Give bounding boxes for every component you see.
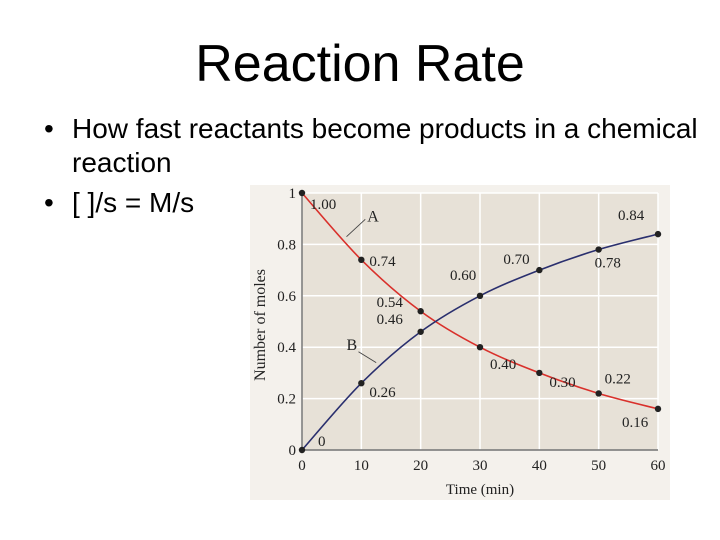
data-label: 0.30 bbox=[549, 375, 575, 391]
data-label: 0.70 bbox=[503, 252, 529, 268]
bullet-item: [ ]/s = M/s bbox=[44, 186, 712, 220]
y-tick-label: 0 bbox=[289, 443, 297, 459]
data-label: 1.00 bbox=[310, 197, 336, 213]
data-point bbox=[298, 189, 306, 197]
data-point bbox=[536, 266, 543, 274]
x-tick-label: 20 bbox=[413, 458, 428, 474]
series-name-label: B bbox=[347, 337, 358, 354]
x-tick-label: 0 bbox=[298, 458, 306, 474]
data-label: 0.22 bbox=[605, 371, 631, 387]
bullet-list: How fast reactants become products in a … bbox=[44, 112, 712, 220]
data-label: 0.40 bbox=[490, 357, 516, 373]
data-label: 0.78 bbox=[595, 256, 621, 272]
data-label: 0.26 bbox=[369, 385, 396, 401]
y-tick-label: 0.4 bbox=[277, 340, 296, 356]
data-label: 0.16 bbox=[622, 415, 649, 431]
data-label: 0.60 bbox=[450, 268, 476, 284]
data-point bbox=[417, 328, 424, 335]
x-tick-label: 60 bbox=[651, 458, 666, 474]
bullet-item: How fast reactants become products in a … bbox=[44, 112, 712, 180]
axes bbox=[301, 193, 658, 451]
x-tick-label: 50 bbox=[591, 458, 606, 474]
y-tick-label: 0.8 bbox=[277, 237, 296, 253]
data-label: 0.46 bbox=[377, 312, 404, 328]
series-group: 1.00 0.74 0.54 0.40 0.30 0.22 0.16 A 0 0.26 0.46 0.… bbox=[298, 189, 662, 454]
series-pointer-line bbox=[346, 218, 366, 238]
y-axis-label: Number of moles bbox=[252, 269, 269, 381]
data-point bbox=[654, 405, 662, 413]
data-label: 0.84 bbox=[618, 208, 645, 224]
reaction-chart: 0 10 20 30 40 50 60 0 0.2 0.4 0.6 0.8 1 1.00 0.74 0.54… bbox=[250, 185, 670, 500]
series-pointer-line bbox=[358, 351, 377, 364]
data-point bbox=[417, 308, 424, 315]
x-tick-label: 30 bbox=[473, 458, 488, 474]
data-point bbox=[654, 230, 662, 238]
data-label: 0.74 bbox=[369, 254, 396, 270]
data-label: 0 bbox=[318, 434, 326, 450]
data-point bbox=[595, 390, 602, 397]
data-point bbox=[358, 256, 365, 264]
y-tick-label: 1 bbox=[289, 186, 297, 202]
data-label: 0.54 bbox=[377, 295, 404, 311]
slide-title: Reaction Rate bbox=[195, 35, 525, 93]
y-tick-label: 0.2 bbox=[277, 392, 296, 408]
data-point bbox=[358, 379, 365, 387]
data-point bbox=[595, 246, 602, 253]
data-point bbox=[298, 446, 306, 454]
data-point bbox=[536, 369, 543, 377]
x-axis-label: Time (min) bbox=[446, 482, 514, 498]
x-tick-label: 10 bbox=[354, 458, 369, 474]
series-name-label: A bbox=[367, 208, 379, 225]
tick-labels: 0 10 20 30 40 50 60 0 0.2 0.4 0.6 0.8 1 bbox=[277, 186, 665, 474]
y-tick-label: 0.6 bbox=[277, 289, 296, 305]
data-point bbox=[476, 344, 484, 351]
x-tick-label: 40 bbox=[532, 458, 547, 474]
data-point bbox=[476, 292, 484, 299]
